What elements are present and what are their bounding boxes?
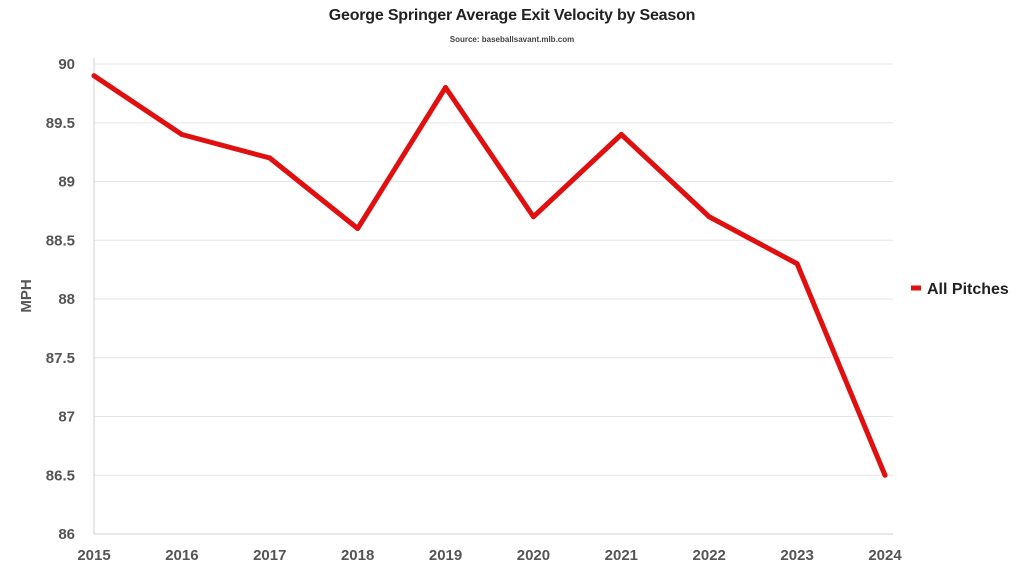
data-point xyxy=(882,472,888,478)
y-tick-label: 89 xyxy=(58,174,75,191)
series-lines xyxy=(91,73,888,478)
y-tick-label: 89.5 xyxy=(46,115,75,132)
y-tick-label: 87 xyxy=(58,409,75,426)
y-tick-label: 86 xyxy=(58,526,75,543)
x-tick-label: 2017 xyxy=(253,547,286,564)
chart-subtitle: Source: baseballsavant.mlb.com xyxy=(449,35,575,44)
data-point xyxy=(91,73,97,79)
axes xyxy=(93,58,893,535)
data-point xyxy=(794,261,800,267)
x-tick-label: 2020 xyxy=(517,547,550,564)
series-line xyxy=(91,73,888,478)
data-point xyxy=(355,226,361,231)
y-tick-label: 90 xyxy=(58,56,75,73)
x-tick-label: 2023 xyxy=(780,547,813,564)
x-tick-label: 2021 xyxy=(605,547,638,564)
gridlines xyxy=(94,63,893,476)
x-tick-label: 2019 xyxy=(429,547,462,564)
legend: All Pitches xyxy=(911,281,1009,298)
x-tick-label: 2015 xyxy=(77,547,110,564)
data-point xyxy=(179,132,185,137)
x-axis-ticks: 2015 2016 2017 2018 2019 2020 2021 2022 2023 2024 xyxy=(77,547,902,564)
data-point xyxy=(443,85,449,90)
x-tick-label: 2024 xyxy=(868,547,902,564)
y-axis-ticks: 86 86.5 87 87.5 88 88.5 89 89.5 90 xyxy=(46,56,75,543)
x-tick-label: 2016 xyxy=(165,547,198,564)
data-point xyxy=(706,214,712,220)
chart-title: George Springer Average Exit Velocity by… xyxy=(328,7,696,24)
y-tick-label: 88 xyxy=(58,291,75,308)
y-axis-title: MPH xyxy=(18,279,35,312)
y-tick-label: 88.5 xyxy=(46,232,75,249)
data-point xyxy=(267,155,273,161)
data-point xyxy=(618,132,624,137)
y-tick-label: 86.5 xyxy=(46,467,75,484)
data-point xyxy=(530,214,536,220)
legend-label: All Pitches xyxy=(927,281,1009,298)
x-tick-label: 2022 xyxy=(693,547,726,564)
x-tick-label: 2018 xyxy=(341,547,374,564)
y-tick-label: 87.5 xyxy=(46,350,75,367)
